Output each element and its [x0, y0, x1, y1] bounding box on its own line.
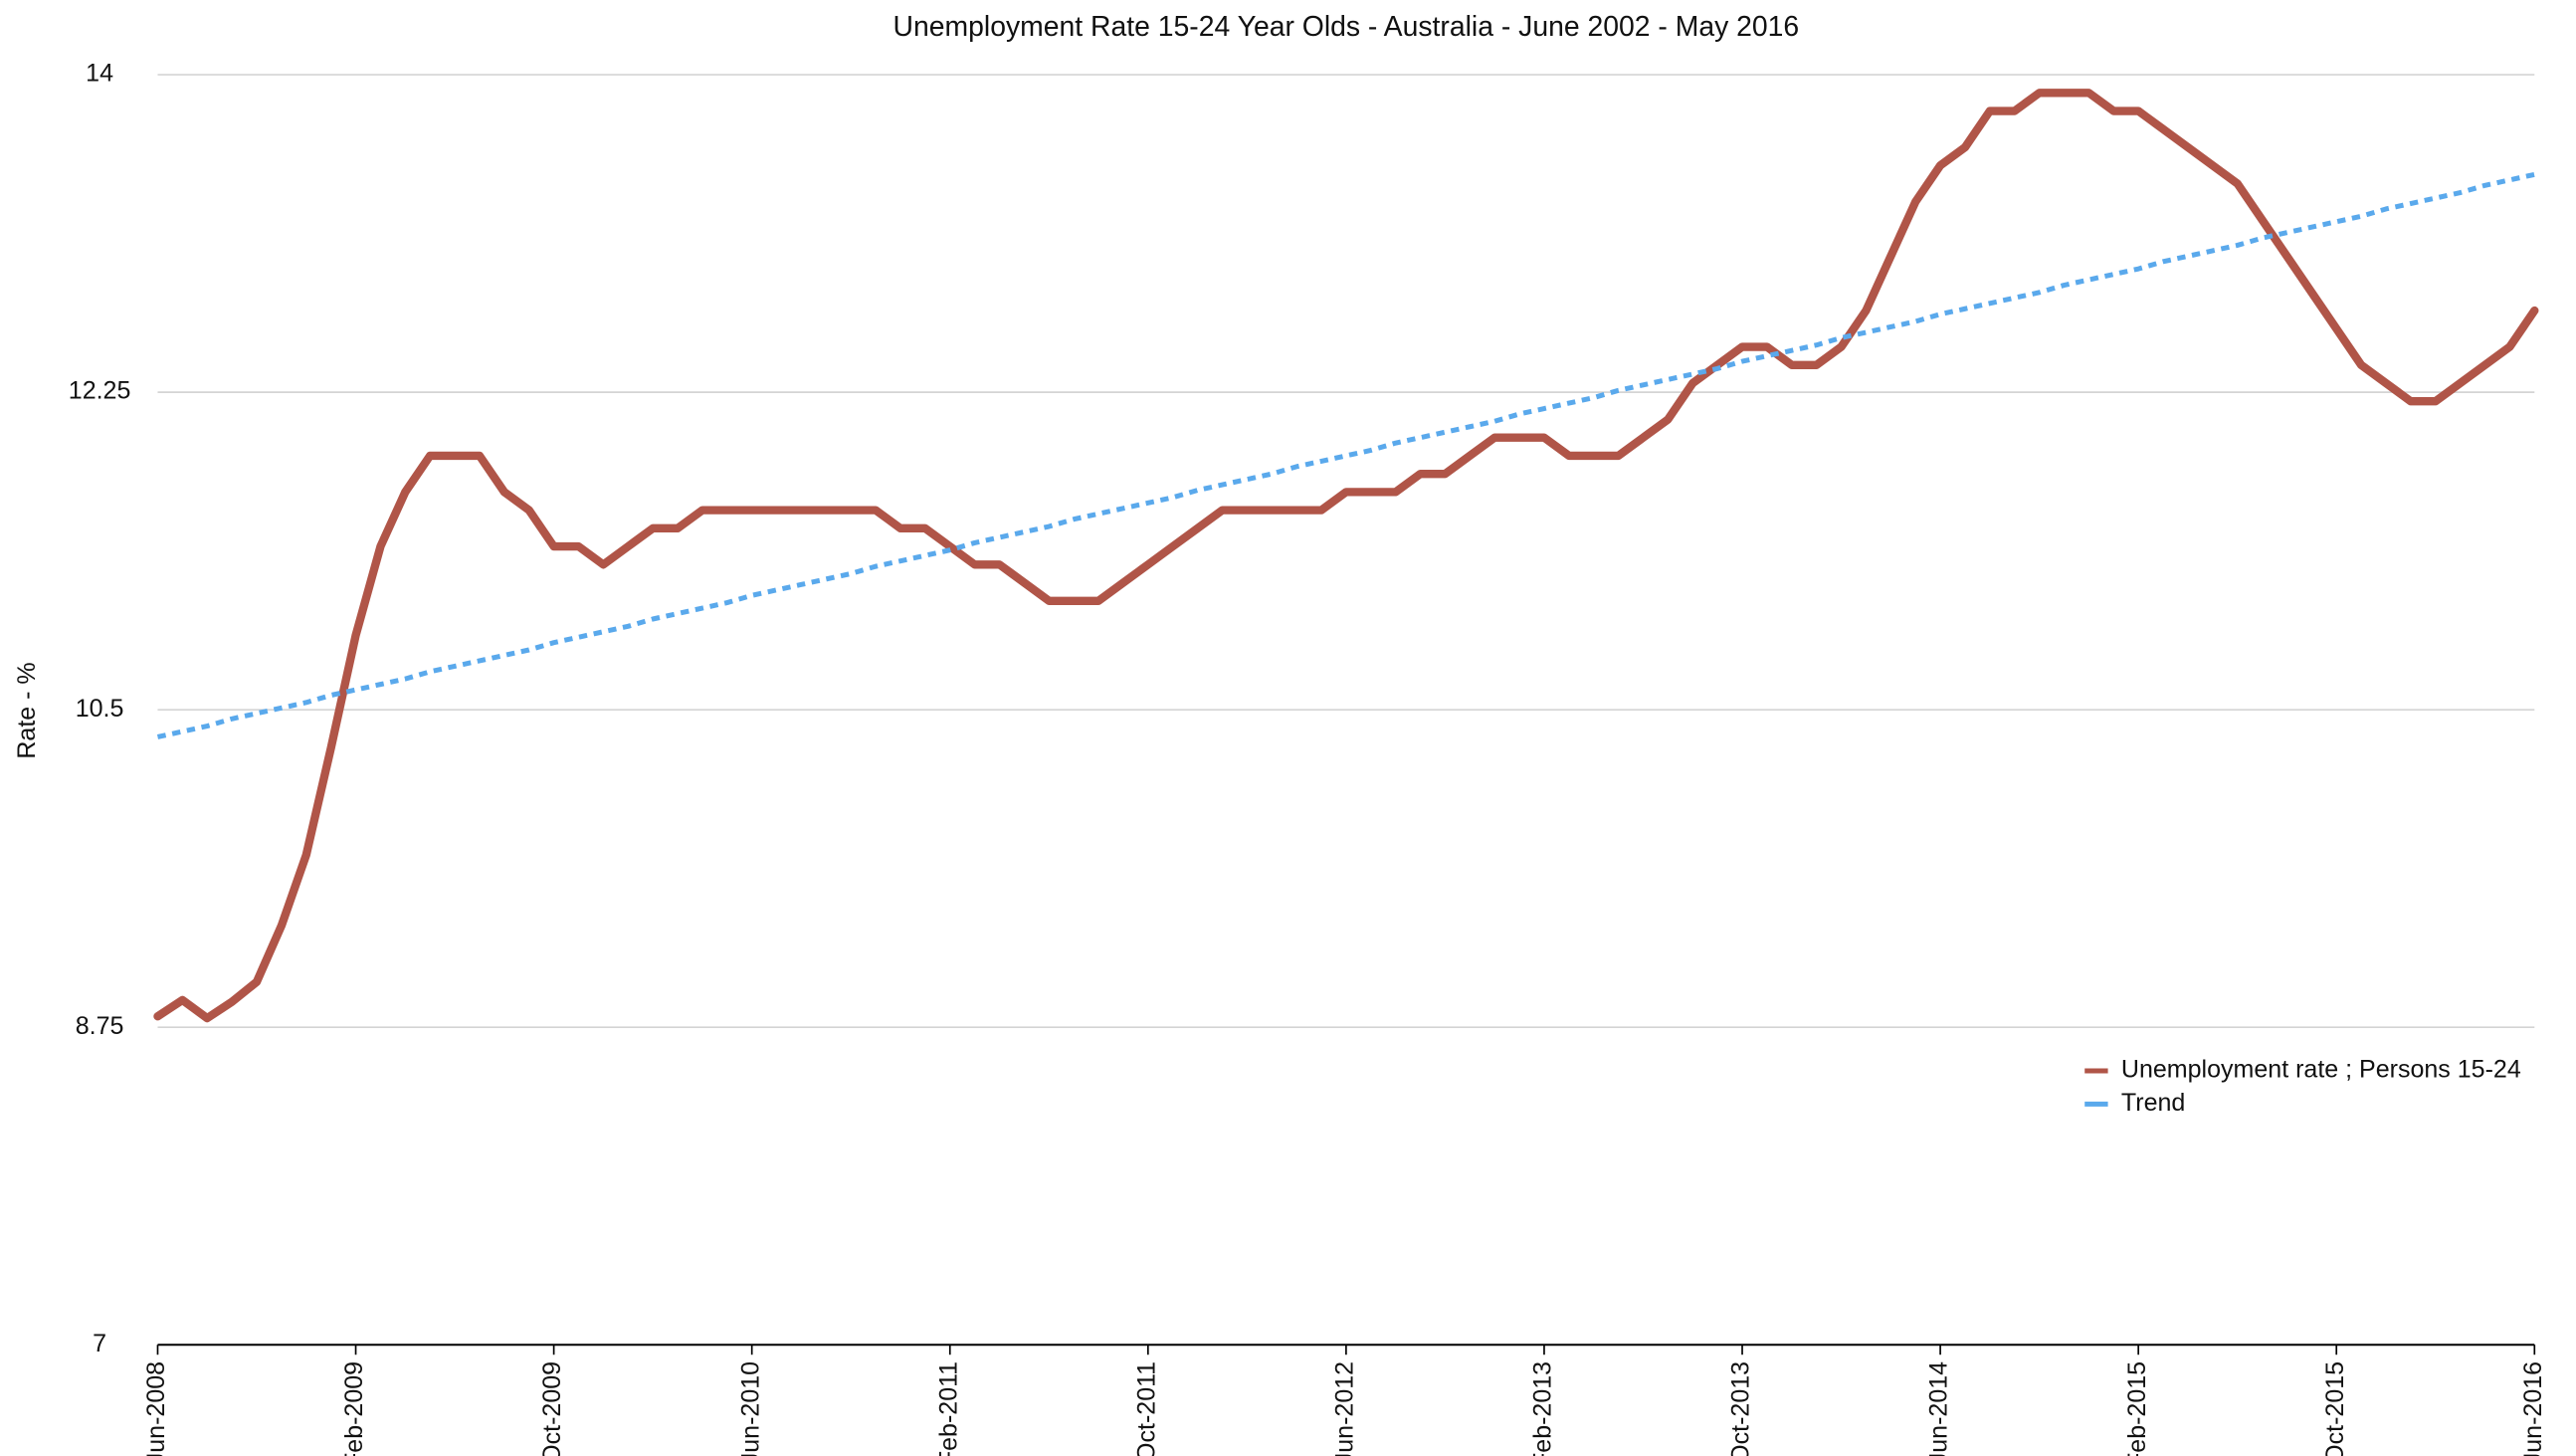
y-tick-label: 12.25 — [69, 377, 131, 405]
x-tick-label: Oct-2013 — [1727, 1361, 1755, 1456]
y-axis-label: Rate - % — [13, 662, 41, 758]
x-tick-label: Jun-2016 — [2519, 1361, 2547, 1456]
y-tick-label: 7 — [93, 1330, 106, 1357]
x-tick-label: Oct-2011 — [1132, 1361, 1160, 1456]
legend-label: Trend — [2121, 1089, 2185, 1117]
x-tick-label: Feb-2011 — [934, 1361, 962, 1456]
x-tick-label: Jun-2012 — [1330, 1361, 1358, 1456]
x-tick-label: Oct-2009 — [538, 1361, 566, 1456]
x-tick-label: Feb-2009 — [340, 1361, 368, 1456]
legend-label: Unemployment rate ; Persons 15-24 — [2121, 1056, 2521, 1084]
x-tick-label: Jun-2010 — [736, 1361, 764, 1456]
series-line — [156, 171, 2535, 739]
x-tick-label: Jun-2008 — [142, 1361, 170, 1456]
y-tick-label: 10.5 — [76, 695, 124, 723]
x-tick-label: Jun-2014 — [1925, 1361, 1953, 1456]
x-tick-label: Oct-2015 — [2321, 1361, 2349, 1456]
x-tick-label: Feb-2013 — [1529, 1361, 1557, 1456]
y-tick-label: 14 — [86, 60, 113, 88]
y-tick-label: 8.75 — [76, 1012, 124, 1040]
series-line — [153, 89, 2539, 1023]
x-tick-label: Feb-2015 — [2123, 1361, 2151, 1456]
chart-title: Unemployment Rate 15-24 Year Olds - Aust… — [893, 11, 1800, 43]
